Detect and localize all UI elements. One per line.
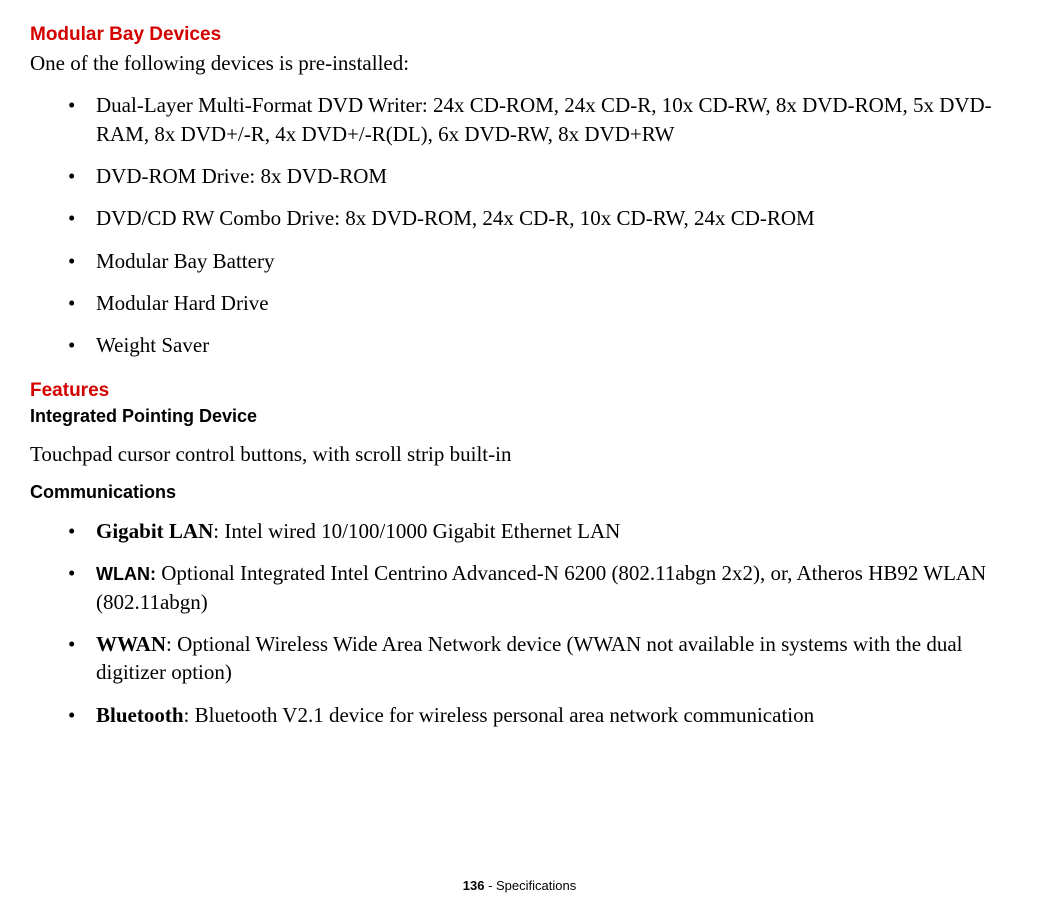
- item-label: Bluetooth: [96, 703, 184, 727]
- communications-list: Gigabit LAN: Intel wired 10/100/1000 Gig…: [68, 517, 1009, 729]
- footer-separator: -: [484, 878, 496, 893]
- list-item: WWAN: Optional Wireless Wide Area Networ…: [68, 630, 1009, 687]
- list-item: Bluetooth: Bluetooth V2.1 device for wir…: [68, 701, 1009, 729]
- list-item: DVD-ROM Drive: 8x DVD-ROM: [68, 162, 1009, 190]
- list-item: Dual-Layer Multi-Format DVD Writer: 24x …: [68, 91, 1009, 148]
- modular-bay-list: Dual-Layer Multi-Format DVD Writer: 24x …: [68, 91, 1009, 359]
- item-label: WLAN:: [96, 564, 156, 584]
- item-text: : Bluetooth V2.1 device for wireless per…: [184, 703, 815, 727]
- page-number: 136: [463, 878, 485, 893]
- item-text: : Intel wired 10/100/1000 Gigabit Ethern…: [213, 519, 620, 543]
- section-heading-modular-bay: Modular Bay Devices: [30, 24, 1009, 46]
- list-item: WLAN: Optional Integrated Intel Centrino…: [68, 559, 1009, 616]
- item-text: Optional Integrated Intel Centrino Advan…: [96, 561, 986, 613]
- item-label: Gigabit LAN: [96, 519, 213, 543]
- footer-section: Specifications: [496, 878, 576, 893]
- list-item: Gigabit LAN: Intel wired 10/100/1000 Gig…: [68, 517, 1009, 545]
- item-text: : Optional Wireless Wide Area Network de…: [96, 632, 963, 684]
- list-item: Modular Bay Battery: [68, 247, 1009, 275]
- section-heading-features: Features: [30, 380, 1009, 402]
- pointing-device-text: Touchpad cursor control buttons, with sc…: [30, 441, 1009, 468]
- item-label: WWAN: [96, 632, 166, 656]
- page-footer: 136 - Specifications: [0, 878, 1039, 893]
- section-intro-text: One of the following devices is pre-inst…: [30, 50, 1009, 77]
- list-item: DVD/CD RW Combo Drive: 8x DVD-ROM, 24x C…: [68, 204, 1009, 232]
- list-item: Weight Saver: [68, 331, 1009, 359]
- subheading-communications: Communications: [30, 482, 1009, 503]
- subheading-pointing-device: Integrated Pointing Device: [30, 406, 1009, 427]
- list-item: Modular Hard Drive: [68, 289, 1009, 317]
